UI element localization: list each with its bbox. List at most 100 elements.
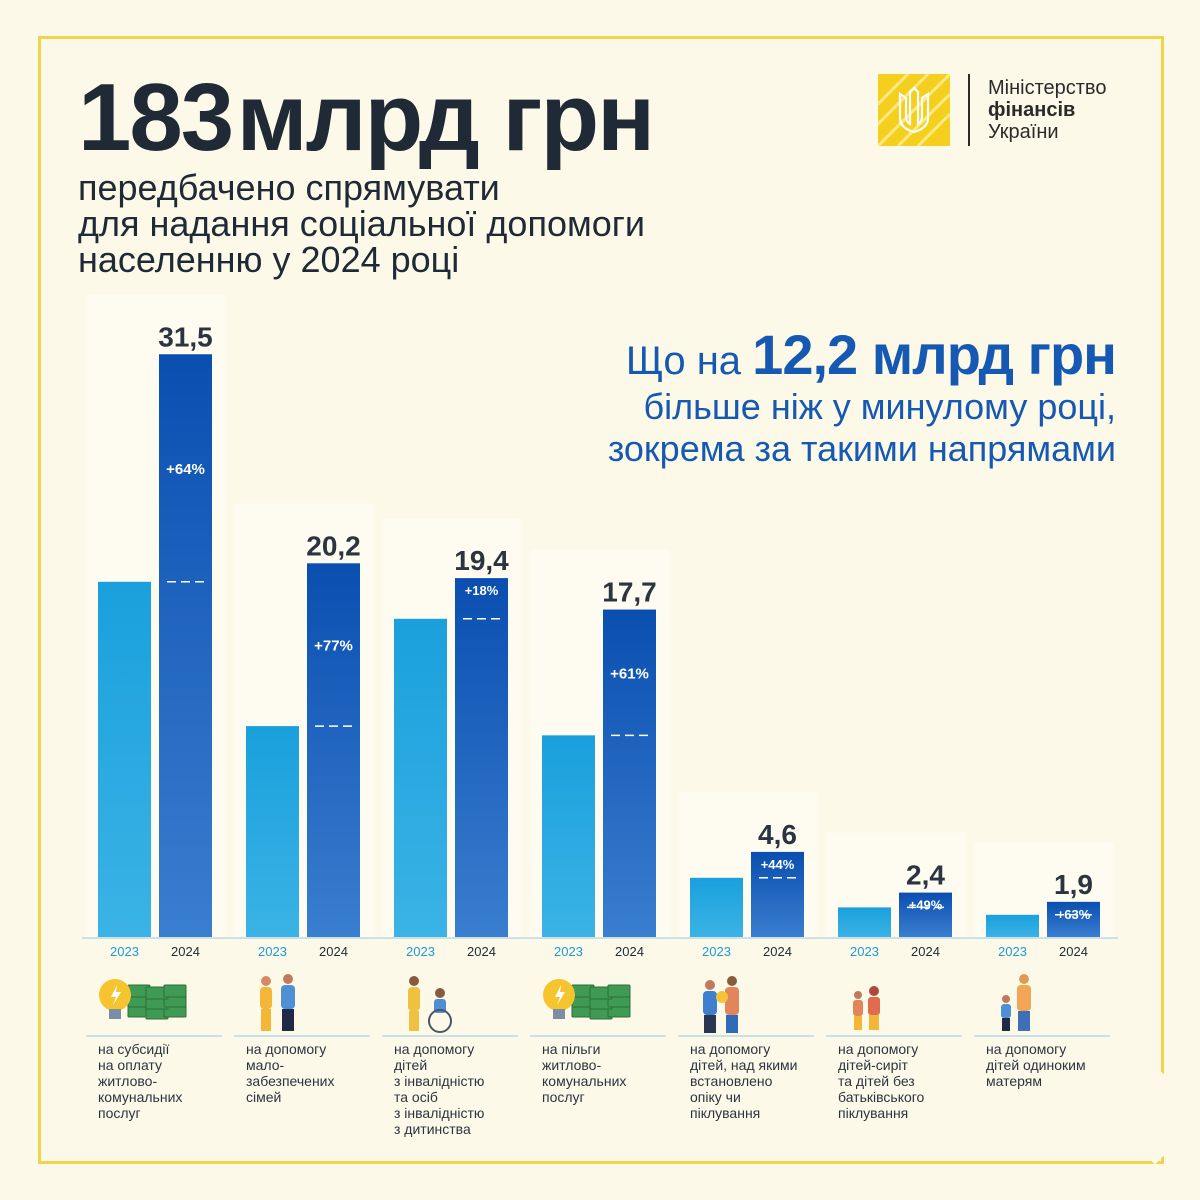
category-label-line: з інвалідністю <box>394 1073 485 1089</box>
category-label-line: на допомогу <box>394 1041 475 1057</box>
category-label-line: на субсидії <box>98 1041 170 1057</box>
logo-divider <box>968 74 970 146</box>
value-label: 31,5 <box>158 321 213 352</box>
ministry-logo: Міністерство фінансів України <box>878 74 1106 146</box>
value-label: 17,7 <box>602 577 657 608</box>
bar-2023 <box>986 914 1039 937</box>
year-label-2023: 2023 <box>406 944 435 959</box>
bar-2023 <box>690 877 743 937</box>
year-label-2024: 2024 <box>615 944 644 959</box>
category-label-line: сімей <box>246 1089 282 1105</box>
year-label-2024: 2024 <box>171 944 200 959</box>
logo-line-1: Міністерство <box>988 77 1107 99</box>
bar-2023 <box>394 618 447 937</box>
year-label-2023: 2023 <box>702 944 731 959</box>
category-label-line: на пільги <box>542 1041 601 1057</box>
bar-2024 <box>751 851 804 937</box>
category-label-line: та дітей без <box>838 1073 915 1089</box>
family-children-icon <box>703 976 739 1033</box>
year-label-2024: 2024 <box>763 944 792 959</box>
category-label-line: встановлено <box>690 1073 773 1089</box>
year-label-2023: 2023 <box>258 944 287 959</box>
category-label: на допомогу дітей-сиріт та дітей без батькі… <box>838 1041 978 1121</box>
category-label-line: дітей одиноким <box>986 1057 1086 1073</box>
category-label-line: послуг <box>98 1105 141 1121</box>
change-label: +64% <box>166 461 205 478</box>
category-label-line: комунальних <box>98 1089 183 1105</box>
change-label: +61% <box>610 665 649 682</box>
change-label: +18% <box>465 583 499 598</box>
bar-2024 <box>603 609 656 937</box>
category-label-line: з інвалідністю <box>394 1105 485 1121</box>
mother-child-icon <box>1001 974 1031 1031</box>
category-label-line: на допомогу <box>246 1041 327 1057</box>
category-label-line: з дитинства <box>394 1121 471 1137</box>
category-label-line: мало- <box>246 1057 285 1073</box>
subtitle-line: передбачено спрямувати <box>78 167 500 208</box>
category-label-line: на допомогу <box>838 1041 919 1057</box>
callout-line-2: більше ніж у минулому році, <box>643 386 1116 427</box>
value-label: 1,9 <box>1054 869 1093 900</box>
bar-2024 <box>1047 901 1100 937</box>
category-label: на допомогу мало-забезпечених сімей <box>246 1041 386 1105</box>
category-label-line: дітей <box>394 1057 428 1073</box>
change-label: +77% <box>314 638 353 655</box>
callout-prefix: Що на <box>625 339 753 383</box>
change-label: +44% <box>761 857 795 872</box>
lightbulb-money-icon <box>99 979 187 1020</box>
category-label: на допомогу дітей, над якими встановлено оп… <box>690 1041 830 1121</box>
logo-text: Міністерство фінансів України <box>988 77 1106 143</box>
category-label-line: на допомогу <box>690 1041 771 1057</box>
category-label-line: житлово- <box>542 1057 602 1073</box>
change-label: +63% <box>1057 907 1091 922</box>
category-label-line: на допомогу <box>986 1041 1067 1057</box>
bar-2024 <box>307 563 360 937</box>
callout-line-1: Що на 12,2 млрд грн <box>608 327 1117 386</box>
category-label-line: послуг <box>542 1089 585 1105</box>
trident-emblem-icon <box>878 74 950 146</box>
bar-2023 <box>98 581 151 937</box>
category-label-line: забезпечених <box>246 1073 335 1089</box>
category-label-line: на оплату <box>98 1057 162 1073</box>
lightbulb-money-icon <box>543 979 631 1020</box>
year-label-2024: 2024 <box>911 944 940 959</box>
value-label: 19,4 <box>454 545 509 576</box>
category-label-line: житлово- <box>98 1073 158 1089</box>
year-label-2024: 2024 <box>467 944 496 959</box>
yellow-frame <box>38 36 1164 1164</box>
category-label-line: та осіб <box>394 1089 438 1105</box>
category-label-line: дітей-сиріт <box>838 1057 908 1073</box>
category-label-line: дітей, над якими <box>690 1057 798 1073</box>
category-label: на допомогу дітей з інвалідністю та осіб з і… <box>394 1041 534 1137</box>
category-label-line: матерям <box>986 1073 1042 1089</box>
headline-amount: 183 <box>78 64 234 171</box>
logo-line-3: України <box>988 121 1059 143</box>
year-label-2024: 2024 <box>1059 944 1088 959</box>
callout-accent: 12,2 млрд грн <box>752 323 1117 386</box>
year-label-2023: 2023 <box>998 944 1027 959</box>
value-label: 20,2 <box>306 530 361 561</box>
year-label-2023: 2023 <box>110 944 139 959</box>
callout: Що на 12,2 млрд грн більше ніж у минулом… <box>607 327 1117 470</box>
change-label: +49% <box>909 898 943 913</box>
category-label-line: піклування <box>838 1105 909 1121</box>
category-label: на субсидії на оплату житлово-комунальних п… <box>98 1041 238 1121</box>
value-label: 2,4 <box>906 860 945 891</box>
value-label: 4,6 <box>758 819 797 850</box>
family-icon <box>260 974 295 1031</box>
subtitle: передбачено спрямувати для надання соціа… <box>78 170 645 278</box>
category-label: на пільги житлово-комунальних послуг <box>542 1041 682 1105</box>
category-label: на допомогу дітей одиноким матерям <box>986 1041 1126 1089</box>
category-label-line: піклування <box>690 1105 761 1121</box>
headline-unit: млрд грн <box>236 64 655 171</box>
callout-line-3: зокрема за такими напрямами <box>607 428 1116 469</box>
logo-line-2: фінансів <box>988 99 1076 121</box>
bar-2023 <box>542 735 595 937</box>
category-label-line: опіку чи <box>690 1089 741 1105</box>
subtitle-line: для надання соціальної допомоги <box>78 203 645 244</box>
bar-2023 <box>838 907 891 937</box>
year-label-2023: 2023 <box>850 944 879 959</box>
bar-2024 <box>455 578 508 937</box>
year-label-2024: 2024 <box>319 944 348 959</box>
